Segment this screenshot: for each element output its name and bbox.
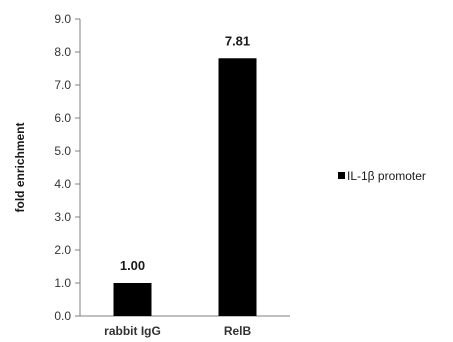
y-tick-label: 7.0 [54, 78, 71, 92]
x-category-label: RelB [224, 324, 252, 338]
chart-axes [79, 19, 290, 317]
bar-data-label: 7.81 [225, 33, 250, 48]
bar [218, 58, 257, 317]
data-labels: 1.00 7.81 [120, 33, 250, 273]
y-tick-label: 6.0 [54, 111, 71, 125]
legend: IL-1β promoter [338, 169, 426, 183]
x-category-label: rabbit IgG [104, 324, 161, 338]
y-tick-label: 3.0 [54, 210, 71, 224]
x-category-labels: rabbit IgG RelB [104, 324, 251, 338]
bar-group [113, 58, 257, 317]
y-tick-label: 1.0 [54, 276, 71, 290]
y-axis-title: fold enrichment [13, 122, 27, 212]
legend-swatch [338, 172, 345, 179]
y-tick-label: 5.0 [54, 144, 71, 158]
y-tick-group: 0.0 1.0 2.0 3.0 4.0 5.0 6.0 7.0 8.0 9.0 [54, 12, 80, 323]
y-tick-label: 4.0 [54, 177, 71, 191]
bar-data-label: 1.00 [120, 258, 145, 273]
y-tick-label: 2.0 [54, 243, 71, 257]
bar [113, 283, 152, 316]
y-tick-label: 8.0 [54, 45, 71, 59]
legend-label: IL-1β promoter [347, 169, 426, 183]
y-tick-label: 0.0 [54, 309, 71, 323]
y-tick-label: 9.0 [54, 12, 71, 26]
